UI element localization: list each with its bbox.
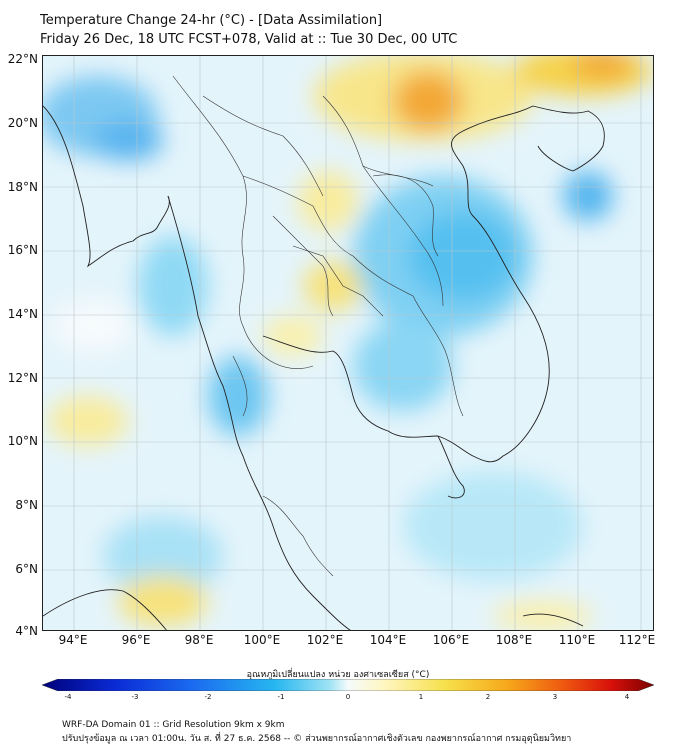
lat-label: 10°N	[7, 434, 38, 448]
lon-label: 94°E	[58, 633, 88, 647]
lat-label: 20°N	[7, 116, 38, 130]
colorbar-tick: 3	[552, 693, 558, 701]
lon-label: 102°E	[306, 633, 344, 647]
colorbar-tick: -1	[277, 693, 285, 701]
colorbar-tick: -4	[64, 693, 72, 701]
lon-label: 106°E	[432, 633, 470, 647]
lat-label: 8°N	[15, 498, 38, 512]
lat-label: 22°N	[7, 52, 38, 66]
lon-label: 100°E	[243, 633, 281, 647]
footer-line-1: WRF-DA Domain 01 :: Grid Resolution 9km …	[62, 720, 285, 730]
lon-label: 108°E	[495, 633, 533, 647]
colorbar-title: อุณหภูมิเปลี่ยนแปลง หน่วย องศาเซลเซียส (…	[246, 670, 430, 680]
lon-label: 110°E	[558, 633, 596, 647]
footer: WRF-DA Domain 01 :: Grid Resolution 9km …	[62, 718, 571, 746]
lon-label: 112°E	[618, 633, 656, 647]
temperature-change-map	[42, 55, 654, 631]
gridlines	[43, 56, 653, 630]
lon-label: 98°E	[184, 633, 214, 647]
colorbar-tick: -2	[204, 693, 212, 701]
map-title: Temperature Change 24-hr (°C) - [Data As…	[40, 11, 457, 49]
title-line-2: Friday 26 Dec, 18 UTC FCST+078, Valid at…	[40, 32, 458, 47]
title-line-1: Temperature Change 24-hr (°C) - [Data As…	[40, 13, 383, 28]
coastlines	[43, 105, 605, 630]
colorbar-tick: 1	[418, 693, 424, 701]
lat-label: 14°N	[7, 307, 38, 321]
colorbar-tick: 0	[345, 693, 351, 701]
lon-label: 96°E	[121, 633, 151, 647]
temperature-field	[43, 56, 653, 630]
colorbar-tick: 4	[624, 693, 630, 701]
lat-label: 18°N	[7, 180, 38, 194]
lat-label: 4°N	[15, 624, 38, 638]
footer-line-2: ปรับปรุงข้อมูล ณ เวลา 01:00น. วัน ส. ที่…	[62, 734, 572, 744]
lat-label: 16°N	[7, 243, 38, 257]
colorbar-tick: 2	[485, 693, 491, 701]
map-svg	[43, 56, 653, 630]
country-borders	[172, 75, 464, 577]
lon-label: 104°E	[369, 633, 407, 647]
colorbar-tick: -3	[131, 693, 139, 701]
colorbar	[42, 679, 654, 691]
lat-label: 12°N	[7, 371, 38, 385]
lat-label: 6°N	[15, 562, 38, 576]
